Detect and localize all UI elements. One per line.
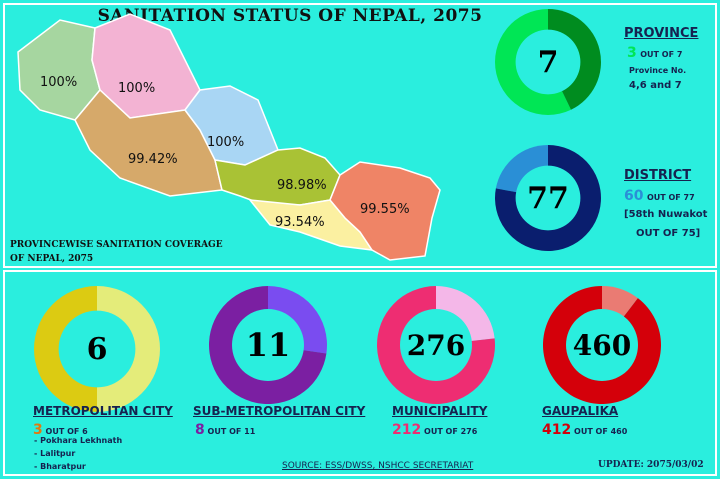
province-note1: Province No.	[629, 66, 687, 75]
district-donut-chart	[495, 145, 601, 251]
province-7-coverage-label: 99.55%	[360, 202, 410, 217]
bottom-3-donut-chart	[377, 286, 495, 404]
bottom-2-count-line: 8 OUT OF 11	[195, 422, 255, 438]
bottom-1-donut-hole	[58, 310, 136, 388]
district-note2: OUT OF 75]	[636, 228, 701, 239]
map-caption-line1: PROVINCEWISE SANITATION COVERAGE	[10, 240, 223, 250]
bottom-4-donut: 460	[542, 285, 662, 405]
district-count-line: 60 OUT OF 77	[624, 188, 695, 204]
bottom-3-donut-hole	[400, 309, 472, 381]
province-1-coverage-label: 100%	[40, 75, 77, 90]
bottom-2-of: OUT OF 11	[204, 427, 256, 436]
bottom-3-donut: 276	[376, 285, 496, 405]
province-note2: 4,6 and 7	[629, 80, 682, 91]
province-6-coverage-label: 93.54%	[275, 215, 325, 230]
bottom-1-heading: METROPOLITAN CITY	[33, 404, 173, 418]
top-panel	[3, 3, 717, 268]
province-5-coverage-label: 98.98%	[277, 178, 327, 193]
bottom-1-donut: 6	[33, 285, 161, 413]
bottom-4-heading: GAUPALIKA	[542, 404, 619, 418]
bottom-3-heading: MUNICIPALITY	[392, 404, 488, 418]
district-of: OUT OF 77	[646, 193, 695, 202]
bottom-4-number: 460	[572, 328, 632, 362]
footer-source: SOURCE: ESS/DWSS, NSHCC SECRETARIAT	[282, 461, 474, 471]
nepal-province-map: 100% 100% 99.42% 100% 98.98% 93.54% 99.55%	[17, 13, 441, 261]
bottom-2-donut: 11	[208, 285, 328, 405]
bottom-3-of: OUT OF 276	[421, 427, 478, 436]
bottom-1-count: 3	[33, 422, 43, 438]
district-donut: 77	[494, 144, 602, 252]
bottom-1-note-1: - Pokhara Lekhnath	[34, 436, 123, 445]
bottom-1-number: 6	[86, 331, 108, 367]
province-donut-chart	[495, 9, 601, 116]
bottom-4-donut-chart	[543, 286, 661, 404]
district-count: 60	[624, 188, 644, 204]
bottom-1-donut-chart	[34, 286, 160, 412]
district-note1: [58th Nuwakot	[624, 209, 708, 220]
bottom-1-of: OUT OF 6	[42, 427, 88, 436]
bottom-1-note-2: - Lalitpur	[34, 449, 76, 458]
province-heading: PROVINCE	[624, 26, 699, 41]
district-donut-hole	[515, 165, 581, 231]
province-count: 3	[627, 45, 637, 61]
bottom-3-count-line: 212 OUT OF 276	[392, 422, 477, 438]
province-donut-hole	[515, 29, 581, 95]
province-count-line: 3 OUT OF 7	[627, 45, 682, 61]
bottom-2-donut-chart	[209, 286, 327, 404]
bottom-2-number: 11	[245, 326, 291, 364]
bottom-4-count-line: 412 OUT OF 460	[542, 422, 627, 438]
map-caption-line2: OF NEPAL, 2075	[10, 254, 94, 264]
province-4-region	[184, 85, 279, 166]
province-donut: 7	[494, 8, 602, 116]
bottom-2-count: 8	[195, 422, 205, 438]
bottom-1-count-line: 3 OUT OF 6	[33, 422, 88, 438]
province-of: OUT OF 7	[640, 50, 683, 59]
district-heading: DISTRICT	[624, 168, 692, 183]
bottom-3-count: 212	[392, 422, 422, 438]
bottom-4-count: 412	[542, 422, 572, 438]
footer-update: UPDATE: 2075/03/02	[598, 460, 704, 470]
map-caption: PROVINCEWISE SANITATION COVERAGE OF NEPA…	[10, 238, 250, 266]
bottom-4-donut-hole	[566, 309, 638, 381]
bottom-3-number: 276	[406, 328, 466, 362]
bottom-panel	[3, 270, 717, 476]
bottom-2-heading: SUB-METROPOLITAN CITY	[193, 404, 366, 418]
province-4-coverage-label: 100%	[207, 135, 244, 150]
district-number: 77	[527, 180, 569, 216]
province-3-coverage-label: 99.42%	[128, 152, 178, 167]
bottom-1-note-3: - Bharatpur	[34, 462, 86, 471]
province-number: 7	[537, 44, 559, 80]
bottom-4-of: OUT OF 460	[571, 427, 628, 436]
page-title: SANITATION STATUS OF NEPAL, 2075	[97, 6, 483, 26]
province-7-region	[329, 161, 441, 261]
bottom-2-donut-hole	[232, 309, 304, 381]
province-2-coverage-label: 100%	[118, 81, 155, 96]
